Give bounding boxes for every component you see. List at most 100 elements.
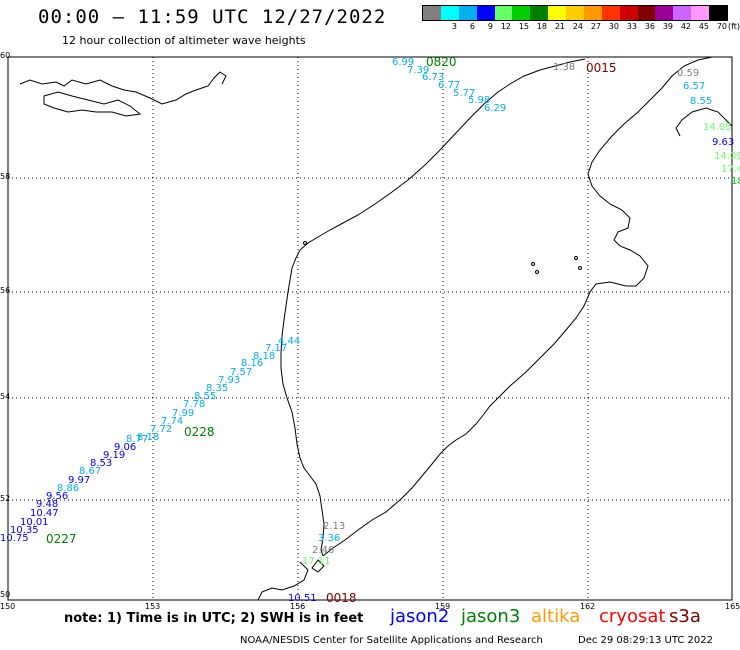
island	[303, 241, 307, 245]
pass-time-label: 0228	[184, 425, 215, 439]
wave-height-label: 8.55	[194, 391, 216, 402]
wave-height-label: 0.59	[677, 68, 699, 79]
map-title: 00:00 – 11:59 UTC 12/27/2022	[38, 6, 387, 28]
satellite-legend-item: jason2	[390, 606, 450, 627]
latitude-label: 56	[0, 286, 11, 295]
wave-height-label: 9.56	[46, 491, 68, 502]
wave-height-label: 10.51	[288, 593, 317, 604]
color-legend-label: 45	[698, 22, 709, 31]
wave-height-label: 9.48	[36, 499, 58, 510]
color-swatch	[512, 6, 531, 20]
latitude-label: 52	[0, 494, 11, 503]
wave-height-label: 6.73	[422, 72, 444, 83]
kamchatka-cape-east	[675, 107, 733, 137]
color-legend-label: 39	[662, 22, 673, 31]
wave-height-label: 8.67	[79, 466, 101, 477]
kamchatka-east-coast	[322, 56, 713, 557]
kuril-paramushir	[257, 561, 309, 601]
pass-time-label: 0227	[46, 532, 77, 546]
okhotsk-peninsula	[43, 91, 142, 117]
color-legend-swatches	[422, 5, 728, 21]
wave-height-label: 9.97	[68, 475, 90, 486]
color-legend-label: 33	[626, 22, 637, 31]
wave-height-label: 8.77	[126, 434, 148, 445]
color-swatch	[494, 6, 513, 20]
satellite-legend-item: s3a	[669, 606, 701, 627]
wave-height-label: 14.09	[714, 151, 740, 162]
color-swatch	[548, 6, 566, 20]
color-swatch	[691, 6, 709, 20]
color-legend-label: 18	[536, 22, 547, 31]
timestamp-text: Dec 29 08:29:13 UTC 2022	[578, 635, 713, 646]
time-labels: 0820 0015 0228 0227 0018	[46, 55, 617, 605]
color-swatch	[709, 6, 727, 20]
color-legend-label: 42	[680, 22, 691, 31]
longitude-label: 159	[435, 602, 451, 611]
wave-height-label: 8.16	[241, 358, 263, 369]
color-legend: 3 6 9 12 15 18 21 24 27 30 33 36 39 42 45 70 (ft)	[422, 5, 740, 37]
wave-height-label: 7.74	[161, 416, 183, 427]
wave-height-labels: 6.997.396.736.775.775.986.29 1.38 0.59 6.57…	[0, 57, 740, 604]
wave-height-label: 17.4	[721, 164, 740, 175]
wave-height-label: 9.06	[114, 442, 136, 453]
wave-height-label: 10.35	[10, 525, 39, 536]
color-swatch	[601, 6, 620, 20]
color-swatch	[530, 6, 549, 20]
color-legend-label: 30	[608, 22, 619, 31]
wave-height-label: 9.63	[712, 137, 734, 148]
color-legend-label: 24	[572, 22, 583, 31]
wave-height-label: 2.13	[323, 521, 345, 532]
color-swatch	[583, 6, 602, 20]
color-legend-label: 36	[644, 22, 655, 31]
wave-height-label: 5.98	[468, 95, 490, 106]
color-legend-unit: (ft)	[728, 22, 740, 31]
wave-height-label: 6.99	[392, 57, 414, 68]
longitude-label: 162	[580, 602, 596, 611]
wave-height-label: 8.35	[206, 383, 228, 394]
satellite-legend-item: altika	[531, 606, 581, 627]
pass-time-label: 0015	[586, 61, 617, 75]
kuril-shumshu	[311, 559, 325, 573]
color-legend-labels: 3 6 9 12 15 18 21 24 27 30 33 36 39 42 45 70	[422, 22, 728, 31]
wave-height-label: 8.18	[253, 351, 275, 362]
wave-height-label: 8.86	[57, 483, 79, 494]
wave-height-label: 10.01	[20, 517, 49, 528]
color-legend-label: 70	[716, 22, 727, 31]
wave-height-label: 7.93	[218, 375, 240, 386]
wave-height-label: 3.36	[318, 533, 340, 544]
wave-height-label: 18	[731, 176, 740, 187]
coastlines	[19, 56, 733, 601]
color-swatch	[673, 6, 692, 20]
credit-text: NOAA/NESDIS Center for Satellite Applica…	[240, 635, 543, 646]
map-frame	[7, 56, 733, 601]
color-legend-label: 27	[590, 22, 601, 31]
color-legend-label: 21	[554, 22, 565, 31]
graticule	[8, 57, 732, 600]
wave-height-label: 8.55	[690, 96, 712, 107]
island	[578, 266, 582, 270]
color-swatch	[566, 6, 584, 20]
satellite-legend-item: cryosat	[599, 606, 666, 627]
map-subtitle: 12 hour collection of altimeter wave hei…	[62, 34, 306, 47]
wave-height-label: 7.72	[150, 424, 172, 435]
color-legend-label: 15	[518, 22, 529, 31]
wave-height-label: 7.17	[265, 343, 287, 354]
color-legend-label: 9	[487, 22, 493, 31]
wave-height-label: 4.44	[278, 336, 300, 347]
island	[535, 270, 539, 274]
color-legend-label: 3	[451, 22, 457, 31]
color-swatch	[458, 6, 477, 20]
okhotsk-north-coast	[19, 71, 227, 105]
color-swatch	[440, 6, 459, 20]
pass-time-label: 0820	[426, 55, 457, 69]
color-swatch	[619, 6, 638, 20]
wave-height-label: 10.47	[30, 508, 59, 519]
wave-height-label: 8.18	[137, 432, 159, 443]
wave-height-label: 9.19	[103, 450, 125, 461]
latitude-label: 50	[0, 590, 11, 599]
color-legend-label: 12	[500, 22, 511, 31]
longitude-label: 156	[290, 602, 306, 611]
color-swatch	[476, 6, 495, 20]
wave-height-label: 5.77	[453, 88, 475, 99]
